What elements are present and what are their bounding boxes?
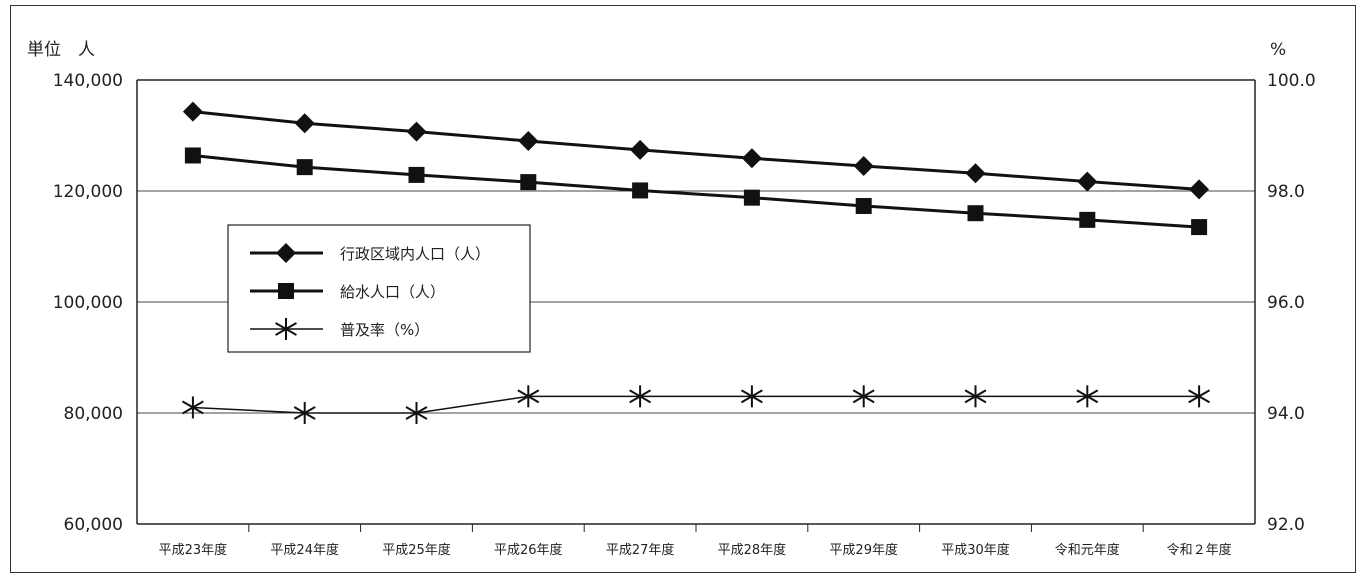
x-tick-label: 平成26年度: [494, 542, 563, 558]
x-tick-label: 平成23年度: [159, 542, 228, 558]
asterisk-point: [852, 385, 875, 408]
x-tick-label: 平成30年度: [941, 542, 1010, 558]
series-line: [192, 395, 1200, 414]
diamond-point: [406, 121, 427, 142]
y-left-tick-label: 80,000: [64, 404, 123, 424]
asterisk-point: [740, 385, 763, 408]
x-tick-label: 平成28年度: [718, 542, 787, 558]
asterisk-point: [181, 396, 204, 419]
square-point: [520, 174, 537, 191]
chart-frame: [10, 5, 1356, 573]
y-right-tick-label: 92.0: [1267, 515, 1305, 535]
diamond-point: [1077, 171, 1098, 192]
square-point: [184, 147, 201, 164]
diamond-point: [518, 131, 539, 152]
x-tick-label: 平成27年度: [606, 542, 675, 558]
asterisk-point: [1076, 385, 1099, 408]
x-tick-label: 平成29年度: [829, 542, 898, 558]
diamond-point: [1189, 179, 1210, 200]
square-point: [743, 189, 760, 206]
x-tick-label: 平成25年度: [382, 542, 451, 558]
asterisk-point: [517, 385, 540, 408]
square-point: [967, 205, 984, 222]
square-point: [632, 182, 649, 199]
legend-label: 給水人口（人）: [340, 283, 445, 301]
x-tick-label: 令和元年度: [1055, 542, 1120, 558]
y-right-tick-label: 94.0: [1267, 404, 1305, 424]
series-line: [192, 153, 1200, 229]
x-tick-label: 令和２年度: [1167, 542, 1232, 558]
series-line: [192, 110, 1200, 191]
diamond-point: [182, 101, 203, 122]
x-tick-label: 平成24年度: [270, 542, 339, 558]
legend-diamond-marker: [276, 243, 296, 263]
y-right-tick-label: 98.0: [1267, 182, 1305, 202]
square-point: [855, 197, 872, 214]
y-left-tick-label: 140,000: [53, 71, 123, 91]
y-right-tick-label: 100.0: [1267, 71, 1316, 91]
legend-square-marker: [278, 283, 294, 299]
diamond-point: [965, 163, 986, 184]
asterisk-point: [405, 402, 428, 424]
y-left-tick-label: 120,000: [53, 182, 123, 202]
legend-label: 普及率（%）: [340, 321, 429, 339]
square-point: [408, 166, 425, 183]
diamond-point: [294, 113, 315, 134]
asterisk-point: [964, 385, 987, 408]
square-point: [296, 159, 313, 176]
legend-asterisk-marker: [275, 318, 297, 340]
square-point: [1191, 219, 1208, 236]
diamond-point: [630, 139, 651, 160]
right-unit-label: %: [1270, 40, 1286, 60]
diamond-point: [853, 156, 874, 177]
y-right-tick-label: 96.0: [1267, 293, 1305, 313]
y-left-tick-label: 60,000: [64, 515, 123, 535]
y-left-tick-label: 100,000: [53, 293, 123, 313]
square-point: [1079, 211, 1096, 228]
asterisk-point: [1188, 385, 1211, 408]
asterisk-point: [293, 402, 316, 424]
left-unit-label: 単位 人: [27, 40, 95, 60]
legend-label: 行政区域内人口（人）: [340, 245, 490, 263]
asterisk-point: [629, 385, 652, 408]
diamond-point: [741, 148, 762, 169]
